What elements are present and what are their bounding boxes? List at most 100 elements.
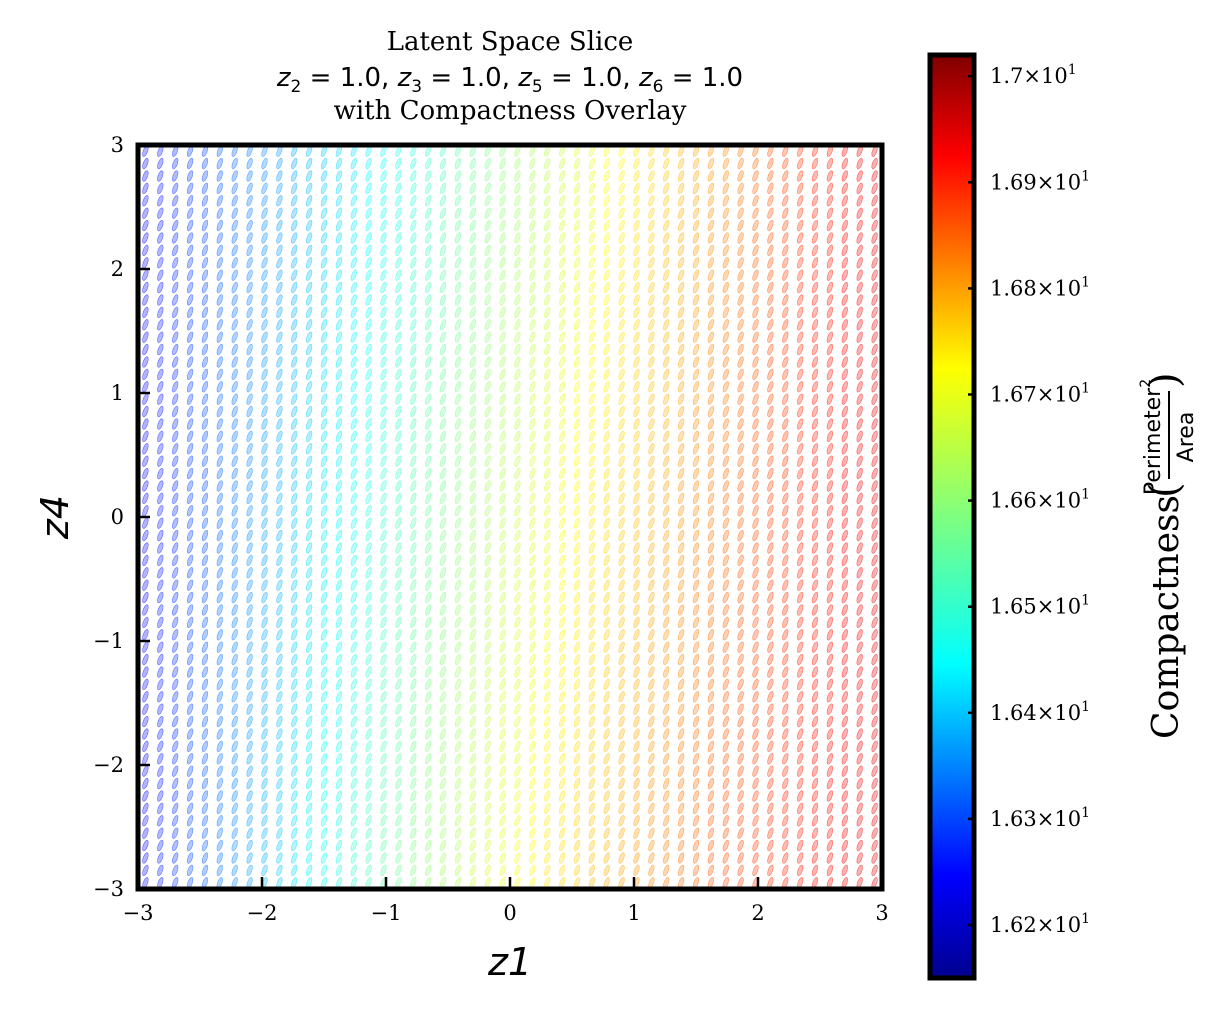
marker-ellipse xyxy=(335,529,343,542)
marker-ellipse xyxy=(410,802,417,815)
marker-ellipse xyxy=(216,666,223,678)
marker-ellipse xyxy=(395,517,402,529)
y-tick-label: 0 xyxy=(111,505,124,529)
marker-ellipse xyxy=(439,666,447,678)
marker-ellipse xyxy=(276,356,283,368)
marker-ellipse xyxy=(305,529,313,542)
marker-ellipse xyxy=(320,244,328,257)
marker-ellipse xyxy=(469,542,476,554)
marker-ellipse xyxy=(305,244,313,257)
marker-ellipse xyxy=(246,244,253,257)
marker-ellipse xyxy=(484,728,491,740)
marker-ellipse xyxy=(201,864,209,877)
marker-ellipse xyxy=(350,815,357,827)
marker-ellipse xyxy=(410,356,417,368)
marker-ellipse xyxy=(380,666,387,678)
marker-ellipse xyxy=(276,852,283,864)
marker-ellipse xyxy=(335,715,343,728)
marker-ellipse xyxy=(484,815,491,827)
marker-ellipse xyxy=(305,331,313,343)
marker-ellipse xyxy=(439,467,447,480)
marker-ellipse xyxy=(157,368,164,381)
marker-ellipse xyxy=(395,765,402,777)
marker-ellipse xyxy=(350,703,357,715)
marker-ellipse xyxy=(395,319,402,331)
marker-ellipse xyxy=(276,257,283,269)
marker-ellipse xyxy=(469,269,476,281)
marker-ellipse xyxy=(261,381,268,393)
marker-ellipse xyxy=(395,356,402,368)
marker-ellipse xyxy=(454,418,462,430)
marker-ellipse xyxy=(365,839,372,852)
marker-ellipse xyxy=(499,666,506,678)
marker-ellipse xyxy=(410,294,417,306)
marker-ellipse xyxy=(216,529,223,542)
marker-ellipse xyxy=(350,852,357,864)
marker-ellipse xyxy=(157,269,164,281)
marker-ellipse xyxy=(231,505,238,517)
marker-ellipse xyxy=(469,616,476,629)
marker-ellipse xyxy=(246,480,253,492)
marker-ellipse xyxy=(410,641,417,653)
marker-ellipse xyxy=(231,319,238,331)
marker-ellipse xyxy=(454,467,462,480)
marker-ellipse xyxy=(305,517,313,529)
marker-ellipse xyxy=(201,244,209,257)
marker-ellipse xyxy=(499,356,506,368)
marker-ellipse xyxy=(380,356,387,368)
marker-ellipse xyxy=(484,529,491,542)
marker-ellipse xyxy=(499,269,506,281)
marker-ellipse xyxy=(469,790,476,802)
marker-ellipse xyxy=(246,765,253,777)
marker-ellipse xyxy=(499,170,506,182)
marker-ellipse xyxy=(216,678,223,691)
marker-ellipse xyxy=(216,753,223,765)
marker-ellipse xyxy=(186,443,194,455)
marker-ellipse xyxy=(320,381,328,393)
marker-ellipse xyxy=(439,294,447,306)
marker-ellipse xyxy=(201,219,209,232)
marker-ellipse xyxy=(186,529,194,542)
marker-ellipse xyxy=(425,467,432,480)
marker-ellipse xyxy=(157,666,164,678)
marker-ellipse xyxy=(246,269,253,281)
marker-ellipse xyxy=(320,554,328,567)
marker-ellipse xyxy=(186,666,194,678)
marker-ellipse xyxy=(499,182,506,195)
marker-ellipse xyxy=(320,753,328,765)
marker-ellipse xyxy=(365,852,372,864)
marker-ellipse xyxy=(380,653,387,666)
marker-ellipse xyxy=(425,430,432,443)
marker-ellipse xyxy=(469,852,476,864)
marker-ellipse xyxy=(291,331,298,343)
marker-ellipse xyxy=(216,356,223,368)
marker-ellipse xyxy=(499,529,506,542)
marker-ellipse xyxy=(320,567,328,579)
marker-ellipse xyxy=(350,827,357,839)
marker-ellipse xyxy=(365,195,372,207)
marker-ellipse xyxy=(425,443,432,455)
marker-ellipse xyxy=(350,505,357,517)
marker-ellipse xyxy=(276,715,283,728)
marker-ellipse xyxy=(365,542,372,554)
marker-ellipse xyxy=(469,319,476,331)
marker-ellipse xyxy=(395,343,402,356)
marker-ellipse xyxy=(350,480,357,492)
marker-ellipse xyxy=(157,765,164,777)
marker-ellipse xyxy=(216,331,223,343)
marker-ellipse xyxy=(410,207,417,219)
marker-ellipse xyxy=(201,641,209,653)
marker-ellipse xyxy=(439,480,447,492)
marker-ellipse xyxy=(186,691,194,703)
marker-ellipse xyxy=(439,492,447,505)
marker-ellipse xyxy=(514,331,521,343)
marker-ellipse xyxy=(142,839,149,852)
marker-ellipse xyxy=(499,591,506,604)
marker-ellipse xyxy=(276,306,283,319)
marker-ellipse xyxy=(484,319,491,331)
marker-ellipse xyxy=(261,294,268,306)
marker-ellipse xyxy=(335,294,343,306)
marker-ellipse xyxy=(246,467,253,480)
marker-ellipse xyxy=(276,653,283,666)
marker-ellipse xyxy=(499,195,506,207)
